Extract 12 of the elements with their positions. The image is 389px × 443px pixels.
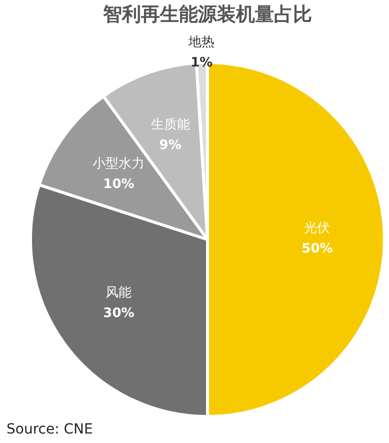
slice-label: 风能 [106, 285, 132, 300]
data-label: 1% [190, 56, 213, 71]
chart-title: 智利再生能源装机量占比 [102, 4, 312, 26]
slice-label: 光伏 [304, 220, 330, 236]
source-note: Source: CNE [6, 422, 93, 438]
data-label: 10% [103, 176, 134, 192]
slice-label: 生质能 [150, 118, 190, 133]
slice-label: 小型水力 [92, 156, 145, 172]
data-label: 30% [103, 306, 134, 321]
data-label: 9% [159, 138, 182, 154]
data-label: 50% [302, 241, 333, 256]
slice-label: 地热 [188, 35, 215, 50]
